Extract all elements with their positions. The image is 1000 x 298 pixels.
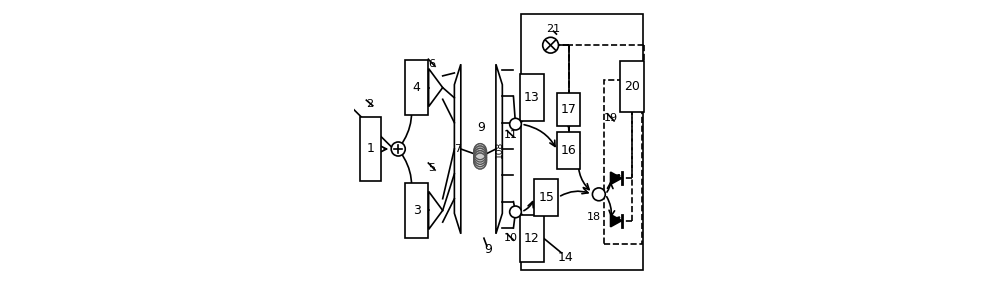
Bar: [534, 179, 558, 215]
Text: 10: 10: [504, 233, 518, 243]
Ellipse shape: [474, 144, 487, 160]
Bar: [360, 117, 381, 181]
Polygon shape: [611, 215, 622, 227]
Text: 3: 3: [413, 204, 421, 217]
Ellipse shape: [474, 153, 487, 169]
Bar: [557, 132, 580, 169]
Circle shape: [510, 118, 521, 130]
Text: 4: 4: [413, 81, 421, 94]
Text: 9: 9: [477, 121, 485, 134]
Bar: [520, 215, 544, 262]
Text: 14: 14: [558, 251, 574, 264]
Circle shape: [592, 188, 605, 201]
Bar: [520, 74, 544, 121]
Text: 12: 12: [524, 232, 539, 245]
Text: 19: 19: [604, 113, 618, 123]
Text: 13: 13: [524, 91, 539, 104]
Text: 18: 18: [587, 212, 601, 222]
Bar: [405, 60, 428, 115]
Ellipse shape: [474, 148, 487, 164]
Text: 17: 17: [561, 103, 577, 116]
Bar: [604, 80, 642, 244]
Ellipse shape: [474, 150, 487, 167]
Bar: [620, 60, 644, 112]
Circle shape: [391, 142, 405, 156]
Text: 16: 16: [561, 144, 577, 157]
Text: 5: 5: [429, 163, 436, 173]
Ellipse shape: [474, 146, 487, 162]
Text: 21: 21: [546, 24, 561, 34]
Circle shape: [510, 206, 521, 218]
Text: 1: 1: [367, 142, 375, 156]
Text: 6: 6: [429, 59, 436, 69]
Text: 20: 20: [624, 80, 640, 93]
Bar: [557, 93, 580, 126]
Text: 15: 15: [538, 191, 554, 204]
Text: 7: 7: [454, 144, 461, 154]
Circle shape: [543, 37, 558, 53]
Text: 11: 11: [504, 130, 518, 140]
Polygon shape: [611, 172, 622, 184]
Text: 108: 108: [495, 140, 504, 158]
Bar: [405, 183, 428, 238]
Text: 2: 2: [366, 99, 373, 109]
Text: 9: 9: [484, 243, 492, 256]
Bar: [521, 15, 643, 270]
